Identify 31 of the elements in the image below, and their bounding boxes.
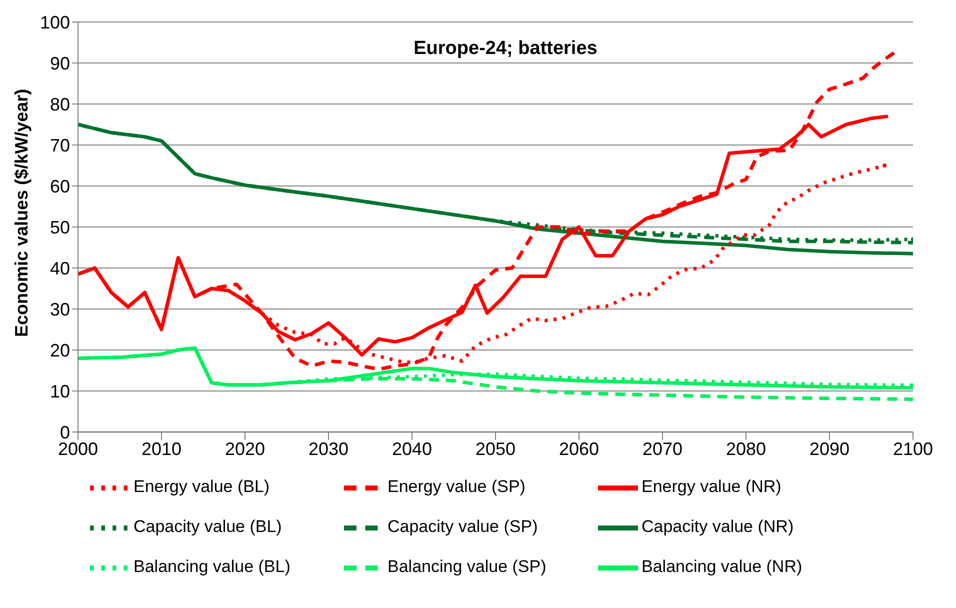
legend-label: Balancing value (NR)	[642, 557, 804, 578]
legend-label: Energy value (NR)	[642, 477, 782, 498]
x-tick-label: 2060	[558, 438, 600, 459]
y-tick-label: 20	[50, 340, 70, 360]
y-tick-label: 30	[50, 299, 70, 320]
legend-label: Energy value (SP)	[388, 477, 526, 498]
x-tick-label: 2100	[892, 438, 934, 459]
y-tick-label: 60	[50, 176, 70, 196]
x-tick-label: 2050	[475, 438, 516, 459]
y-tick-label: 80	[50, 94, 70, 114]
text: Europe-24; batteries	[414, 38, 598, 59]
x-tick-label: 2080	[726, 438, 766, 459]
x-tick-label: 2010	[141, 438, 182, 459]
y-tick-label: 50	[50, 217, 70, 238]
legend-label: Capacity value (SP)	[388, 517, 539, 538]
x-tick-label: 2070	[642, 438, 683, 459]
legend-label: Capacity value (BL)	[134, 517, 283, 538]
y-tick-label: 90	[50, 53, 70, 74]
y-tick-label: 70	[50, 135, 70, 156]
x-tick-label: 2020	[224, 438, 266, 459]
x-tick-label: 2090	[809, 438, 850, 459]
legend-label: Balancing value (BL)	[134, 557, 292, 578]
legend-label: Balancing value (SP)	[388, 557, 548, 578]
legend-label: Capacity value (NR)	[642, 517, 795, 538]
y-axis-title: Economic values ($/kW/year)	[11, 88, 32, 337]
x-tick-label: 2040	[392, 438, 432, 459]
y-tick-label: 100	[40, 12, 70, 32]
y-tick-label: 40	[50, 258, 70, 278]
legend-label: Energy value (BL)	[134, 477, 271, 498]
x-tick-label: 2030	[308, 438, 349, 459]
y-tick-label: 10	[50, 381, 70, 402]
